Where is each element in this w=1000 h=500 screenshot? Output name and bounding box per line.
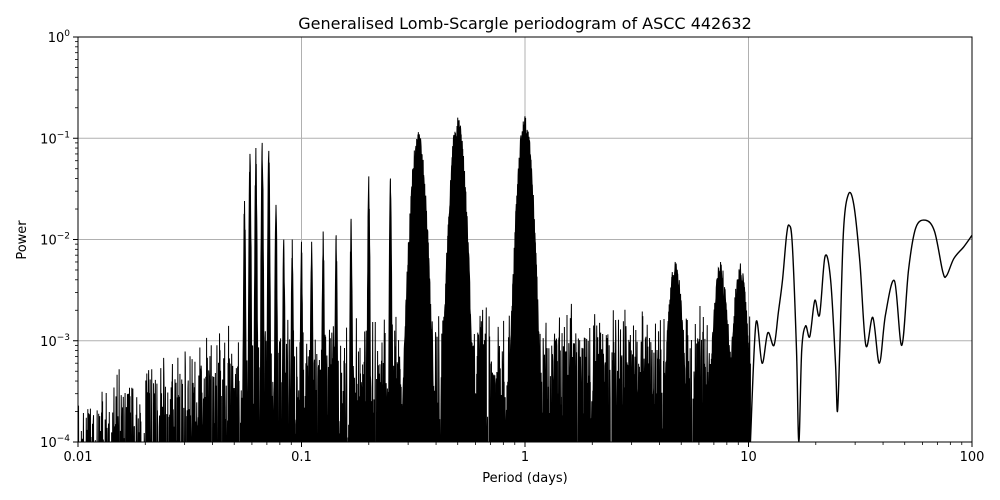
x-tick-label: 0.01 — [64, 450, 93, 465]
x-axis-label: Period (days) — [482, 471, 568, 486]
y-tick-label: 10−4 — [40, 434, 70, 451]
y-tick-label: 10−1 — [40, 130, 70, 147]
x-tick-labels: 0.01 0.1 1 10 100 — [64, 450, 985, 465]
x-tick-label: 1 — [521, 450, 529, 465]
y-axis-label: Power — [15, 220, 30, 260]
y-tick-label: 10−2 — [40, 232, 70, 249]
y-tick-label: 10−3 — [40, 333, 70, 350]
y-tick-label: 100 — [48, 29, 71, 46]
axis-ticks — [73, 36, 973, 447]
x-tick-label: 100 — [960, 450, 985, 465]
dense-noise-region — [78, 116, 751, 442]
power-series — [78, 116, 972, 442]
x-tick-label: 0.1 — [291, 450, 312, 465]
x-tick-label: 10 — [740, 450, 757, 465]
y-tick-labels: 10−4 10−3 10−2 10−1 100 — [40, 29, 70, 451]
long-period-curve — [749, 191, 972, 442]
chart-title: Generalised Lomb-Scargle periodogram of … — [298, 14, 752, 33]
